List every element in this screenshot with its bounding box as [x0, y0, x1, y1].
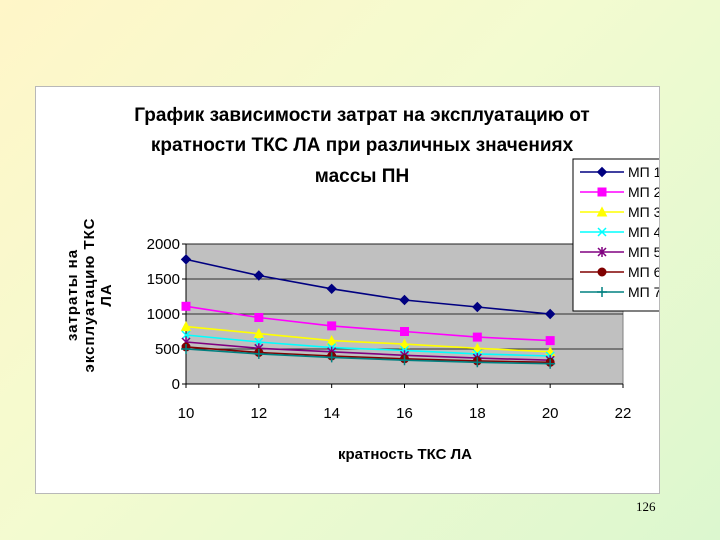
- legend-item: МП 20: [580, 184, 659, 200]
- series-2: [181, 301, 555, 346]
- legend-marker: [596, 166, 608, 178]
- data-point: [472, 357, 483, 368]
- legend-marker: [597, 187, 607, 197]
- series-1: [180, 254, 556, 320]
- legend-item: МП 10: [580, 164, 659, 180]
- x-tick-label: 18: [469, 405, 486, 422]
- data-point: [399, 338, 410, 349]
- x-tick-label: 16: [396, 405, 413, 422]
- legend-marker: [597, 267, 607, 277]
- legend-label: МП 10: [628, 164, 659, 180]
- y-axis-label-line-3: ЛА: [98, 283, 115, 306]
- y-tick-label: 0: [172, 376, 180, 393]
- series-line: [185, 348, 551, 365]
- data-point: [181, 344, 191, 354]
- axes: [182, 243, 624, 388]
- legend-label: МП 50: [628, 244, 659, 260]
- data-point: [253, 328, 265, 339]
- data-point: [545, 336, 555, 346]
- x-tick-label: 22: [615, 405, 632, 422]
- legend-marker: [597, 227, 607, 237]
- data-point: [181, 330, 191, 340]
- legend-label: МП 30: [628, 204, 659, 220]
- x-tick-labels: 10 12 14 16 18 20 22: [178, 405, 632, 422]
- y-axis-label: затраты на эксплуатацию ТКС ЛА: [64, 218, 115, 373]
- series-line: [185, 341, 551, 361]
- legend-box: [572, 158, 659, 312]
- legend-label: МП 60: [628, 264, 659, 280]
- series-line: [185, 346, 551, 364]
- data-point: [400, 327, 409, 336]
- x-tick-label: 10: [178, 405, 195, 422]
- series-line: [185, 258, 551, 315]
- data-point: [180, 321, 192, 332]
- data-point: [399, 355, 410, 366]
- y-tick-label: 500: [155, 341, 180, 358]
- legend-label: МП 70: [628, 284, 659, 300]
- y-axis-label-line-2: эксплуатацию ТКС: [81, 218, 98, 373]
- data-point: [181, 301, 191, 311]
- data-point: [253, 348, 264, 359]
- data-point: [180, 254, 192, 265]
- data-point: [545, 358, 556, 369]
- legend-marker: [596, 206, 608, 217]
- page-number: 126: [636, 499, 656, 514]
- legend-marker: [597, 287, 607, 297]
- chart-title-line-1: График зависимости затрат на эксплуатаци…: [134, 105, 590, 126]
- chart-frame: График зависимости затрат на эксплуатаци…: [35, 86, 660, 494]
- x-tick-label: 14: [323, 405, 340, 422]
- data-point: [472, 342, 483, 353]
- chart-title-line-3: массы ПН: [315, 166, 409, 187]
- y-tick-label: 1000: [147, 306, 180, 323]
- data-point: [544, 308, 556, 320]
- series-line: [185, 334, 551, 357]
- legend-item: МП 60: [580, 264, 659, 280]
- y-axis-label-line-1: затраты на: [64, 249, 81, 341]
- legend-item: МП 50: [580, 244, 659, 260]
- data-point: [254, 313, 264, 322]
- x-tick-label: 20: [542, 405, 559, 422]
- data-point: [326, 283, 337, 295]
- chart: График зависимости затрат на эксплуатаци…: [64, 105, 659, 463]
- data-point: [472, 332, 482, 342]
- legend-item: МП 70: [580, 284, 659, 300]
- legend: МП 10 МП 20 МП 30 МП 40 МП 50 МП 60 МП 70: [572, 158, 659, 312]
- legend-marker: [597, 247, 607, 257]
- data-point: [472, 301, 483, 313]
- data-point: [399, 294, 410, 306]
- legend-label: МП 20: [628, 184, 659, 200]
- legend-label: МП 40: [628, 224, 659, 240]
- legend-item: МП 30: [580, 204, 659, 220]
- series-line: [185, 325, 551, 353]
- x-tick-label: 12: [250, 405, 267, 422]
- data-point: [326, 352, 337, 363]
- series-line: [185, 305, 551, 342]
- chart-title-line-2: кратности ТКС ЛА при различных значениях: [151, 135, 574, 156]
- data-point: [253, 270, 265, 281]
- data-point: [326, 335, 337, 346]
- y-tick-label: 2000: [147, 236, 180, 253]
- data-point: [327, 321, 337, 331]
- y-tick-label: 1500: [147, 271, 180, 288]
- y-tick-labels: 0 500 1000 1500 2000: [147, 236, 180, 393]
- legend-item: МП 40: [580, 224, 659, 240]
- x-axis-label: кратность ТКС ЛА: [338, 446, 472, 463]
- data-series: [180, 254, 556, 369]
- series-7: [181, 344, 556, 369]
